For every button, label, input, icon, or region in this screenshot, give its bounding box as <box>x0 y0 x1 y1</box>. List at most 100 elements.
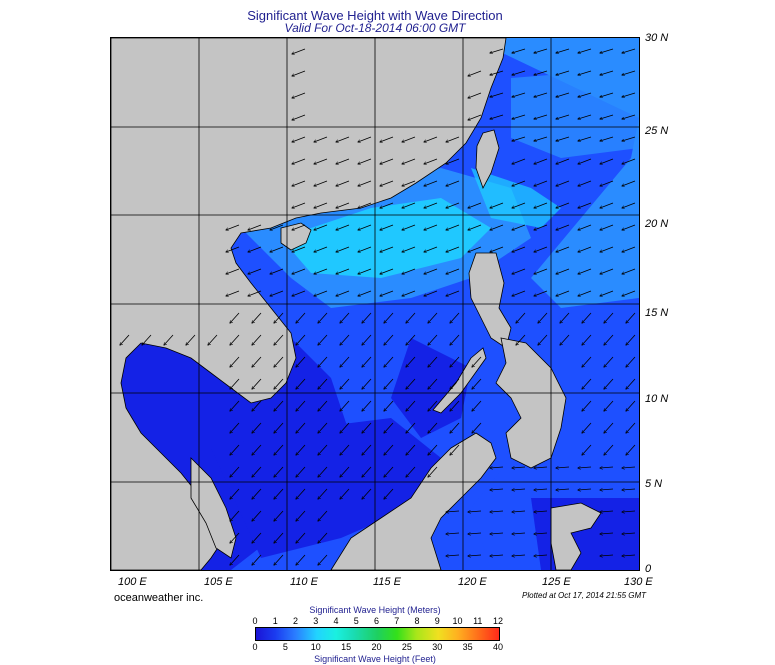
wave-arrow <box>556 290 570 296</box>
wave-arrow <box>490 48 504 53</box>
wave-arrow <box>358 180 372 186</box>
wave-arrow <box>384 466 394 477</box>
wave-arrow <box>468 246 482 252</box>
wave-arrow <box>318 510 328 521</box>
wave-arrow <box>450 378 460 389</box>
wave-arrow <box>270 246 284 252</box>
wave-arrow <box>362 356 372 367</box>
wave-arrow <box>534 92 548 97</box>
land-asia-mainland <box>111 38 507 570</box>
wave-arrow <box>226 224 240 230</box>
wave-arrow <box>622 70 636 75</box>
wave-arrow <box>362 312 372 323</box>
wave-arrow <box>512 158 526 164</box>
wave-arrow <box>296 554 306 565</box>
wave-arrow <box>248 268 262 274</box>
colorbar-feet-tick: 40 <box>492 642 503 652</box>
wave-arrow <box>296 334 306 345</box>
wave-arrow <box>292 136 306 142</box>
wave-arrow <box>534 70 548 75</box>
wave-arrow <box>402 202 416 208</box>
wave-arrow <box>318 400 328 411</box>
wave-arrow <box>578 290 592 296</box>
wave-arrow <box>296 378 306 389</box>
wave-arrow <box>384 356 394 367</box>
wave-arrow <box>468 70 482 76</box>
wave-arrow <box>164 334 174 345</box>
wave-arrow <box>336 224 350 230</box>
wave-arrow <box>512 114 526 119</box>
wave-arrow <box>600 202 614 208</box>
wave-arrow <box>296 444 306 455</box>
wave-arrow <box>512 48 526 53</box>
land <box>111 38 602 570</box>
wave-arrow <box>402 136 416 142</box>
wave-arrow <box>556 136 570 141</box>
wave-arrow <box>270 290 284 296</box>
wave-arrow <box>314 180 328 186</box>
wave-arrow <box>230 356 240 367</box>
wave-arrow <box>406 400 416 411</box>
wave-arrow <box>450 356 460 367</box>
map-title: Significant Wave Height with Wave Direct… <box>247 8 503 23</box>
wave-arrow <box>292 114 306 120</box>
wave-arrow <box>622 246 636 252</box>
wave-arrow <box>472 422 482 433</box>
wave-arrow <box>292 92 306 98</box>
wave-arrow <box>318 334 328 345</box>
land-visayas-mindanao <box>495 337 567 469</box>
wave-arrow <box>402 224 416 230</box>
wave-arrow <box>468 202 482 208</box>
wave-arrow <box>358 202 372 208</box>
wave-arrow <box>472 400 482 411</box>
lon-label-100e: 100 E <box>118 576 147 588</box>
colorbar-feet-tick: 35 <box>462 642 473 652</box>
wave-arrow <box>600 114 614 119</box>
colorbar-feet-tick: 0 <box>252 642 258 652</box>
wave-arrow <box>230 510 240 521</box>
wave-arrow <box>336 268 350 274</box>
wave-arrow <box>336 136 350 142</box>
wave-arrow <box>622 511 636 512</box>
colorbar-feet-tick: 15 <box>341 642 352 652</box>
lon-label-110e: 110 E <box>290 576 318 588</box>
colorbar-title-meters: Significant Wave Height (Meters) <box>309 605 441 615</box>
wave-arrow <box>538 334 548 345</box>
brand-text: oceanweather inc. <box>114 592 204 604</box>
wave-arrow <box>230 532 240 543</box>
wave-arrow <box>600 158 614 164</box>
wave-arrow <box>384 378 394 389</box>
colorbar-feet-tick: 30 <box>432 642 443 652</box>
wave-arrow <box>446 533 460 534</box>
wave-arrow <box>340 466 350 477</box>
wave-arrow <box>604 356 614 367</box>
wave-arrow <box>582 334 592 345</box>
wave-arrow <box>468 555 482 556</box>
wave-arrow <box>512 268 526 274</box>
wave-arrow <box>296 312 306 323</box>
wave-arrow <box>578 92 592 97</box>
colorbar-feet-tick: 10 <box>310 642 321 652</box>
wave-arrow <box>384 444 394 455</box>
wave-arrow <box>450 312 460 323</box>
wave-arrow <box>468 511 482 512</box>
wave-arrow <box>622 136 636 141</box>
wave-arrow <box>314 136 328 142</box>
wave-arrow <box>384 334 394 345</box>
lat-label-30n: 30 N <box>645 32 669 44</box>
wave-arrow <box>490 92 504 97</box>
wave-arrow <box>252 488 262 499</box>
wave-arrow <box>362 466 372 477</box>
wave-arrow <box>274 554 284 565</box>
wave-arrow <box>604 444 614 455</box>
wave-arrow <box>512 224 526 230</box>
wave-arrow <box>296 400 306 411</box>
wave-arrow <box>340 488 350 499</box>
land-taiwan <box>475 129 500 189</box>
wave-arrow <box>626 312 636 323</box>
wave-arrow <box>512 136 526 141</box>
wave-arrow <box>622 48 636 53</box>
wave-arrow <box>450 400 460 411</box>
wave-arrow <box>296 422 306 433</box>
wave-arrow <box>358 224 372 230</box>
